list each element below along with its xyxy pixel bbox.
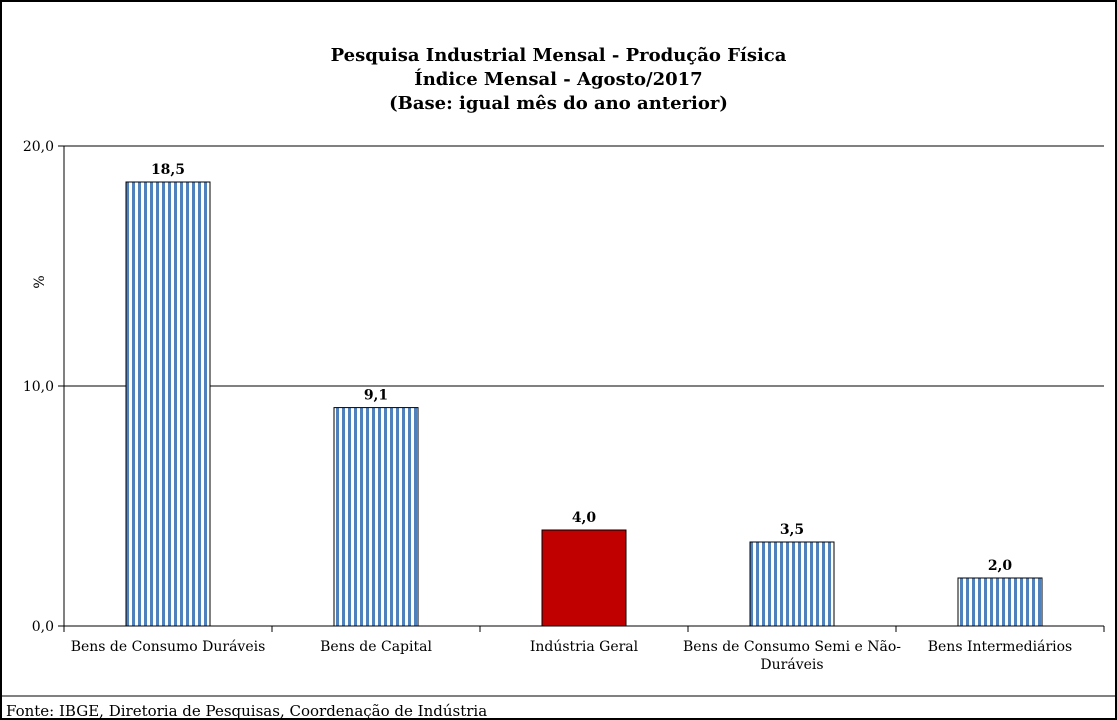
y-tick-label-2: 20,0: [23, 139, 54, 155]
data-label-4: 2,0: [988, 558, 1013, 574]
y-tick-label-0: 0,0: [32, 619, 54, 635]
bar-4: [957, 577, 1043, 627]
y-tick-label-1: 10,0: [23, 379, 54, 395]
data-label-3: 3,5: [780, 522, 804, 538]
x-tick-label-0: Bens de Consumo Duráveis: [71, 639, 266, 655]
bar-0: [125, 181, 211, 627]
bar-3: [749, 541, 835, 627]
bar-2: [541, 529, 627, 627]
chart-title-block: Pesquisa Industrial Mensal - Produção Fí…: [0, 44, 1117, 116]
x-tick-label-4: Bens Intermediários: [928, 639, 1073, 655]
x-tick-label-2: Indústria Geral: [530, 639, 639, 655]
chart-subtitle: Índice Mensal - Agosto/2017: [414, 69, 703, 90]
data-label-1: 9,1: [364, 388, 388, 404]
bar-1: [333, 407, 419, 627]
y-axis-label: %: [32, 275, 48, 288]
data-label-0: 18,5: [151, 162, 185, 178]
plot-area: 0,0 10,0 20,0% 18,5 Bens de Consumo Duráveis…: [23, 139, 1105, 673]
chart-subtitle-base: (Base: igual mês do ano anterior): [389, 93, 728, 114]
chart-title: Pesquisa Industrial Mensal - Produção Fí…: [330, 45, 787, 66]
data-label-2: 4,0: [572, 510, 597, 526]
source-note: Fonte: IBGE, Diretoria de Pesquisas, Coo…: [6, 702, 488, 720]
x-tick-label-1: Bens de Capital: [320, 639, 432, 655]
x-tick-label-3: Bens de Consumo Semi e Não-Duráveis: [683, 639, 901, 673]
